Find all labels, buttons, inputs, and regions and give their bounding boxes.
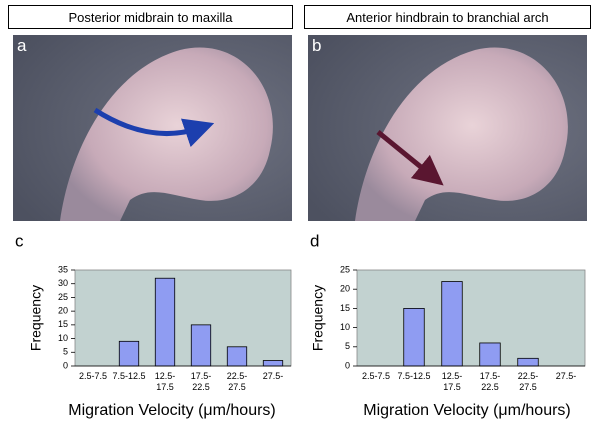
y-tick-label: 30 [58, 278, 68, 288]
y-tick-label: 10 [58, 333, 68, 343]
y-tick-label: 5 [345, 341, 350, 351]
bar [118, 340, 140, 367]
y-tick-label: 20 [58, 306, 68, 316]
panel-title: Posterior midbrain to maxilla [8, 5, 293, 29]
y-tick-label: 25 [58, 292, 68, 302]
panel-title: Anterior hindbrain to branchial arch [304, 5, 591, 29]
x-tick-label: 2.5-7.5 [78, 371, 108, 381]
bar [517, 357, 539, 367]
panel-label: d [310, 231, 319, 250]
x-tick-label: 12.5-17.5 [441, 371, 463, 392]
x-tick-label: 27.5- [262, 371, 284, 381]
y-tick-label: 35 [58, 264, 68, 274]
bar [479, 342, 501, 367]
y-axis-title: Frequency [28, 285, 44, 351]
x-tick-label: 7.5-12.5 [112, 371, 146, 381]
panel-label: c [15, 231, 24, 250]
x-axis-title: Migration Velocity (μm/hours) [68, 402, 276, 419]
panel-label: b [312, 36, 322, 55]
panel-label: a [17, 36, 27, 55]
bar [154, 277, 176, 367]
y-tick-label: 15 [58, 319, 68, 329]
x-axis-title: Migration Velocity (μm/hours) [363, 402, 571, 419]
x-tick-label: 2.5-7.5 [361, 371, 391, 381]
x-tick-label: 22.5-27.5 [517, 371, 539, 392]
x-tick-label: 22.5-27.5 [226, 371, 248, 392]
bar [226, 346, 248, 367]
y-tick-label: 10 [340, 322, 350, 332]
y-tick-label: 5 [63, 347, 68, 357]
bar [441, 281, 463, 367]
x-tick-label: 17.5-22.5 [190, 371, 212, 392]
photo [308, 35, 587, 221]
y-tick-label: 25 [340, 264, 350, 274]
y-tick-label: 0 [345, 360, 350, 370]
x-tick-label: 12.5-17.5 [154, 371, 176, 392]
x-tick-label: 7.5-12.5 [397, 371, 431, 381]
plot-area [74, 269, 292, 367]
y-tick-label: 0 [63, 360, 68, 370]
y-tick-label: 15 [340, 303, 350, 313]
bar [190, 324, 212, 367]
y-axis-title: Frequency [310, 285, 326, 351]
photo [13, 35, 292, 221]
x-tick-label: 17.5-22.5 [479, 371, 501, 392]
bar [262, 360, 284, 367]
y-tick-label: 20 [340, 284, 350, 294]
plot-area [356, 269, 586, 367]
bar [403, 307, 425, 367]
x-tick-label: 27.5- [555, 371, 577, 381]
